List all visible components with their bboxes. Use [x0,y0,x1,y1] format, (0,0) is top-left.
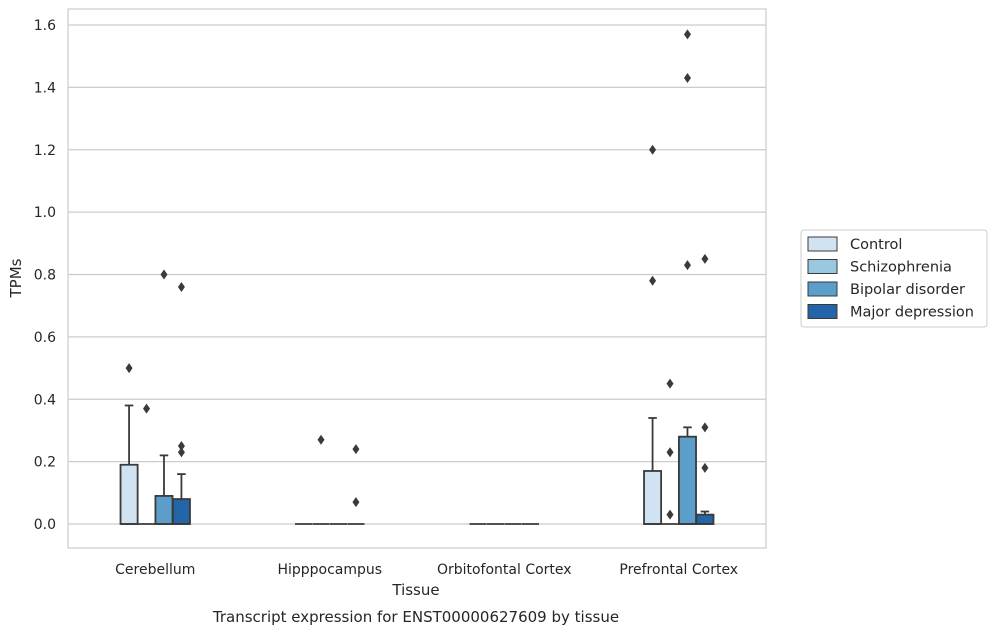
legend-swatch [807,281,838,297]
outlier-point [160,269,168,280]
box-major-depression [171,281,191,525]
box-schizophrenia [137,403,156,525]
box-control [119,363,139,525]
outlier-point [125,363,133,374]
y-tick-label: 1.0 [34,205,56,221]
outlier-point [143,403,151,414]
outlier-point [701,422,709,433]
y-tick-label: 0.4 [34,392,56,408]
box-groups [119,29,715,525]
legend-swatch [807,259,838,274]
box-body [119,463,139,525]
box-bipolar-disorder [678,29,697,525]
x-tick-label: Cerebellum [115,562,195,578]
outlier-point [666,447,674,458]
x-tick-label: Hipppocampus [277,562,382,578]
y-tick-label: 1.4 [34,80,56,96]
y-tick-label: 0.0 [34,517,56,533]
y-axis-label: TPMs [7,258,25,298]
box-body [154,495,174,525]
y-tick-label: 0.6 [34,330,56,346]
box-schizophrenia [312,434,330,525]
outlier-point [177,441,185,452]
box-body [171,498,191,525]
x-tick-labels: Cerebellum Hipppocampus Orbitofontal Corte… [115,562,738,578]
x-axis-label: Tissue [391,581,439,599]
outlier-point [701,253,709,264]
outlier-point [666,509,674,520]
outlier-point [701,462,709,473]
y-tick-label: 0.2 [34,455,56,471]
outlier-point [317,434,325,445]
gridlines [68,24,766,525]
outlier-point [683,29,691,40]
box-body [695,513,715,525]
legend-swatch [807,304,838,319]
outlier-point [666,378,674,389]
x-tick-label: Prefrontal Cortex [619,562,738,578]
box-body [678,435,697,525]
outlier-point [649,275,657,286]
legend-swatch [807,236,838,252]
outlier-point [352,444,360,455]
outlier-point [177,447,185,458]
legend: Control Schizophrenia Bipolar disorder Majo… [800,229,988,328]
y-tick-label: 0.8 [34,268,56,284]
y-tick-label: 1.2 [34,143,56,159]
box-bipolar-disorder [154,269,174,525]
legend-label: Schizophrenia [850,260,952,276]
legend-box [800,229,988,328]
chart-title: Transcript expression for ENST0000062760… [212,608,619,626]
plot-area [67,8,767,549]
outlier-point [177,281,185,292]
y-tick-labels: 0.0 0.2 0.4 0.6 0.8 1.0 1.2 1.4 1.6 [34,18,56,533]
outlier-point [352,497,360,508]
box-schizophrenia [661,378,679,525]
legend-label: Major depression [850,305,974,321]
box-major-depression [695,253,715,525]
x-tick-label: Orbitofontal Cortex [437,562,572,578]
outlier-point [683,73,691,84]
box-major-depression [347,444,365,525]
legend-label: Control [850,237,902,253]
box-control [643,144,663,525]
y-tick-label: 1.6 [34,18,56,34]
legend-label: Bipolar disorder [850,282,965,298]
outlier-point [683,260,691,271]
box-body [643,470,663,525]
outlier-point [649,144,657,155]
